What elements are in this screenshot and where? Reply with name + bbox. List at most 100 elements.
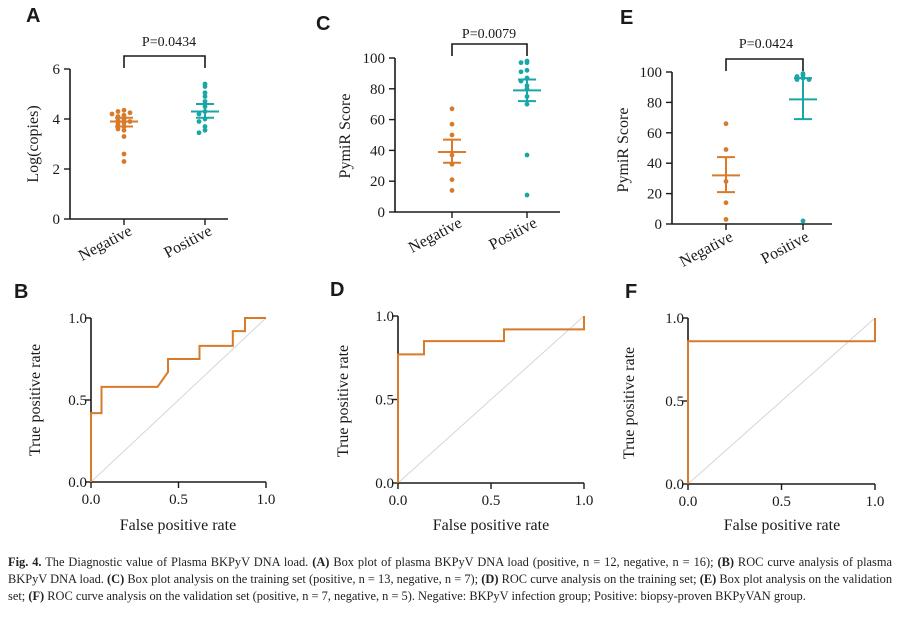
caption-text-4: Box plot analysis on the training set (p… bbox=[124, 572, 482, 586]
x-tick-label: 1.0 bbox=[866, 494, 885, 510]
data-point bbox=[109, 111, 115, 117]
x-tick-label: 0.5 bbox=[169, 492, 188, 508]
data-point bbox=[121, 151, 127, 157]
significance-bracket bbox=[725, 58, 804, 71]
y-tick-label: 0 bbox=[53, 212, 61, 228]
panel-letter: D bbox=[330, 279, 344, 301]
y-tick-label: 0 bbox=[655, 217, 663, 233]
y-tick-label: 80 bbox=[647, 95, 662, 111]
data-point bbox=[115, 109, 121, 114]
caption-text-3: ROC curve analysis of plasma BKPyV DNA l… bbox=[8, 555, 892, 586]
y-axis-title: Log(copies) bbox=[25, 105, 42, 182]
caption-fig-label: Fig. 4. bbox=[8, 555, 42, 569]
x-category-label: Positive bbox=[161, 223, 215, 262]
y-tick-label: 40 bbox=[647, 156, 662, 172]
panel-letter: F bbox=[625, 281, 637, 303]
data-point bbox=[202, 94, 208, 99]
caption-text-5: ROC curve analysis on the training set; bbox=[498, 572, 700, 586]
data-point bbox=[524, 101, 530, 107]
y-axis-title: PymiR Score bbox=[615, 108, 632, 193]
y-tick-label: 0.0 bbox=[68, 475, 87, 491]
data-point bbox=[723, 121, 729, 127]
y-tick-label: 0.5 bbox=[375, 393, 394, 409]
figure-4: A 0 2 4 6 Negative Positive Log(copies) P=0.0434… bbox=[14, 5, 885, 534]
x-category-label: Negative bbox=[406, 215, 465, 257]
caption-text-6: Box plot analysis on the validation set; bbox=[8, 572, 893, 603]
y-tick-label: 0.5 bbox=[68, 393, 87, 409]
x-tick-label: 1.0 bbox=[575, 493, 594, 509]
panel-letter: A bbox=[26, 5, 40, 27]
y-axis-title: PymiR Score bbox=[337, 94, 354, 179]
y-tick-label: 40 bbox=[370, 143, 385, 159]
x-tick-label: 1.0 bbox=[257, 492, 276, 508]
data-point bbox=[723, 217, 729, 222]
y-tick-label: 6 bbox=[53, 62, 61, 78]
figure-caption: Fig. 4. The Diagnostic value of Plasma B… bbox=[8, 554, 892, 605]
y-axis-title: True positive rate bbox=[621, 347, 638, 459]
panel-letter: C bbox=[316, 13, 330, 35]
y-tick-label: 60 bbox=[370, 113, 385, 129]
caption-label-f: (F) bbox=[28, 589, 45, 603]
diagonal-reference-line bbox=[397, 315, 585, 484]
x-tick-label: 0.0 bbox=[389, 493, 408, 509]
x-tick-label: 0.0 bbox=[82, 492, 101, 508]
x-category-label: Positive bbox=[486, 215, 540, 254]
diagonal-reference-line bbox=[90, 317, 267, 483]
x-tick-label: 0.5 bbox=[482, 493, 501, 509]
data-point bbox=[202, 124, 208, 129]
data-point bbox=[202, 90, 208, 96]
panel-b: B 0.00.0 0.5 0.5 1.0 1.0 False positive rate Tr… bbox=[14, 281, 275, 534]
p-value-label: P=0.0434 bbox=[142, 35, 196, 50]
y-tick-label: 100 bbox=[640, 65, 663, 81]
data-point bbox=[121, 107, 127, 113]
roc-curve bbox=[687, 318, 876, 484]
data-point bbox=[115, 126, 121, 132]
caption-text-1: The Diagnostic value of Plasma BKPyV DNA… bbox=[41, 555, 313, 569]
x-axis-title: False positive rate bbox=[433, 517, 549, 534]
data-point bbox=[800, 218, 806, 224]
data-point bbox=[518, 60, 524, 66]
panel-a: A 0 2 4 6 Negative Positive Log(copies) P=0.0434 bbox=[25, 5, 228, 265]
data-point bbox=[202, 127, 208, 133]
y-tick-label: 0.0 bbox=[665, 477, 684, 493]
x-tick-label: 0.5 bbox=[772, 494, 791, 510]
x-axis-title: False positive rate bbox=[724, 517, 840, 534]
panel-letter: E bbox=[620, 7, 633, 29]
data-point bbox=[723, 147, 729, 152]
y-tick-label: 100 bbox=[363, 51, 386, 67]
diagonal-reference-line bbox=[687, 317, 876, 485]
y-tick-label: 80 bbox=[370, 82, 385, 98]
data-point bbox=[121, 159, 127, 164]
caption-label-c: (C) bbox=[107, 572, 125, 586]
x-category-label: Negative bbox=[677, 229, 736, 271]
significance-bracket bbox=[451, 43, 528, 56]
data-point bbox=[115, 121, 121, 127]
data-point bbox=[723, 200, 729, 206]
caption-text-7: ROC curve analysis on the validation set… bbox=[44, 589, 806, 603]
data-point bbox=[121, 127, 127, 133]
roc-curve bbox=[397, 316, 585, 483]
y-tick-label: 20 bbox=[647, 187, 662, 203]
caption-text-2: Box plot of plasma BKPyV DNA load (posit… bbox=[329, 555, 718, 569]
data-point bbox=[518, 69, 524, 75]
panel-d: D 0.00.0 0.5 0.5 1.0 1.0 False positive rate Tr… bbox=[330, 279, 593, 534]
data-point bbox=[121, 134, 127, 139]
panel-c: C 0 20 40 60 80 100 Negative Positive PymiR Score… bbox=[316, 13, 560, 257]
data-point bbox=[196, 119, 202, 124]
p-value-label: P=0.0424 bbox=[739, 37, 793, 52]
data-point bbox=[449, 121, 455, 127]
data-point bbox=[196, 130, 202, 136]
x-category-label: Positive bbox=[758, 229, 812, 268]
data-point bbox=[524, 192, 530, 198]
y-tick-label: 1.0 bbox=[375, 309, 394, 325]
data-point bbox=[449, 188, 455, 193]
panel-e: E 0 20 40 60 80 100 Negative Positive PymiR Score… bbox=[615, 7, 832, 271]
y-tick-label: 2 bbox=[53, 162, 61, 178]
data-point bbox=[449, 132, 455, 138]
x-axis-title: False positive rate bbox=[120, 517, 236, 534]
data-point bbox=[121, 112, 127, 118]
significance-bracket bbox=[123, 55, 206, 68]
data-point bbox=[196, 111, 202, 117]
y-tick-label: 0.5 bbox=[665, 394, 684, 410]
roc-curve bbox=[90, 317, 266, 482]
